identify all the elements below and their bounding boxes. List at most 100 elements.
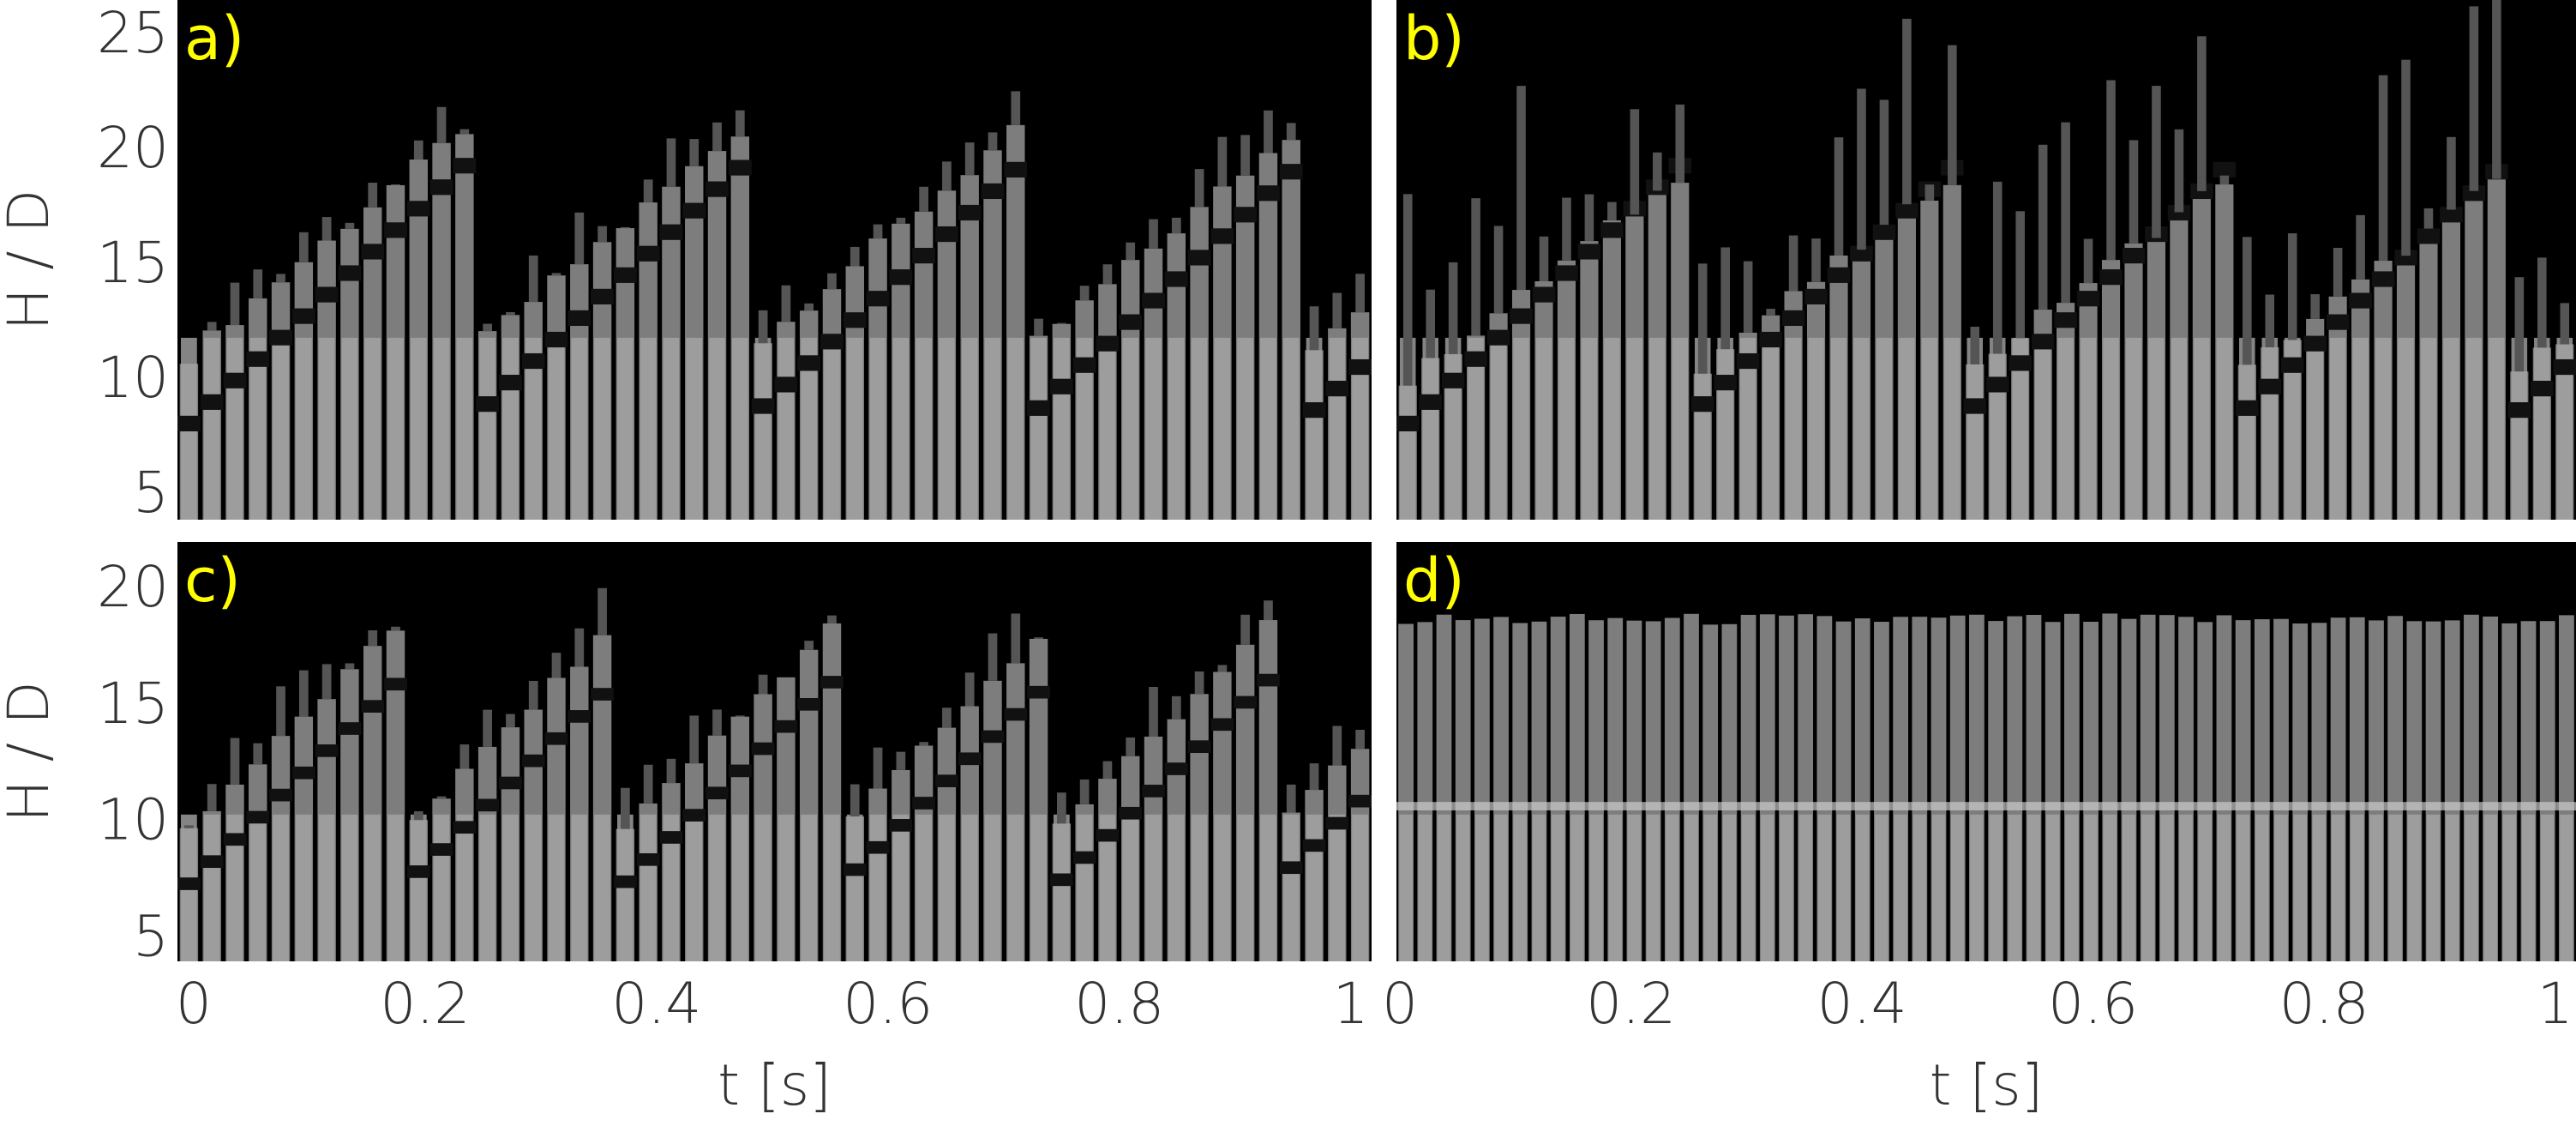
texture-lower [731,814,748,961]
panel [1396,542,2576,961]
texture-spray [1194,671,1204,695]
texture-band [2100,802,2120,810]
texture-lower [1214,814,1231,961]
texture-gap [659,224,683,240]
texture-spray [1217,136,1228,187]
texture-lower [1875,814,1888,961]
x-tick-label: 0.2 [380,971,470,1037]
texture-band [1606,802,1625,810]
texture-spray [804,303,814,311]
texture-spray [2333,247,2343,297]
texture-spray [413,811,423,821]
x-tick-label: 0 [176,971,212,1037]
texture-lower [2198,814,2212,961]
texture-lower [410,337,427,520]
texture-lower [1145,337,1162,520]
texture-spray [276,686,285,737]
texture-spray [276,274,285,283]
texture-spray [391,626,400,631]
texture-lower [709,337,725,520]
texture-lower [1007,337,1024,520]
texture-lower [341,814,358,961]
texture-band [1910,802,1930,810]
texture-gap [1257,673,1280,687]
texture-lower [1306,814,1323,961]
y-tick-label: 10 [97,787,169,853]
texture-spray [1286,784,1296,813]
texture-lower [2217,814,2231,961]
texture-lower [2465,337,2483,520]
texture-spray [1448,262,1458,354]
texture-gap [2099,269,2123,286]
texture-gap [1049,378,1073,394]
texture-gap [935,226,958,243]
texture-lower [1191,814,1208,961]
x-tick-label: 0.8 [2279,971,2369,1037]
texture-band [1415,802,1435,810]
texture-spray [253,269,263,298]
texture-spray [2015,211,2025,339]
texture-gap [1827,267,1851,283]
texture-band [2081,802,2101,810]
texture-lower [892,337,910,520]
texture-lower [1437,814,1451,961]
texture-lower [1722,814,1737,961]
texture-band [2423,802,2443,810]
texture-spray [689,715,700,764]
texture-lower [2057,337,2074,520]
texture-band [1757,802,1777,810]
texture-lower [2103,337,2119,520]
texture-band [2500,802,2519,810]
texture-lower [2465,814,2478,961]
texture-gap [1759,331,1782,348]
texture-spray [597,226,607,243]
texture-spray [1240,135,1251,176]
texture-spray [368,183,378,208]
texture-spray [436,106,447,143]
texture-spray [621,787,630,829]
texture-spray [597,587,607,635]
texture-gap [1119,314,1143,330]
texture-gap [1325,381,1349,397]
x-tick-label: 0.2 [1586,971,1676,1037]
texture-lower [2398,337,2414,520]
texture-lower [1627,814,1642,961]
texture-gap [1736,352,1760,370]
texture-lower [2141,814,2155,961]
texture-spray [298,670,309,717]
panel [177,0,1372,521]
texture-spray [483,709,493,747]
texture-gap [591,688,614,701]
texture-band [2347,802,2367,810]
texture-lower [2331,814,2345,961]
texture-gap [453,158,477,174]
texture-gap [981,730,1005,744]
texture-band [2366,802,2387,810]
texture-lower [1282,814,1300,961]
texture-gap [636,245,660,262]
texture-lower [639,814,657,961]
texture-lower [1694,337,1711,520]
texture-lower [1282,337,1300,520]
x-tick-label: 1 [1333,971,1369,1037]
texture-lower [2351,814,2364,961]
texture-band [2271,802,2291,810]
texture-spray [459,129,470,135]
y-tick-label: 10 [97,345,169,411]
texture-spray [1402,194,1413,386]
texture-lower [1099,814,1116,961]
texture-spray [1992,181,2003,354]
texture-lower [2489,337,2505,520]
texture-lower [824,814,840,961]
texture-gap [269,329,292,346]
texture-lower [1762,337,1779,520]
texture-band [1453,802,1473,810]
texture-spray [230,738,240,785]
texture-gap [177,415,201,431]
texture-gap [935,774,958,787]
texture-lower [754,337,772,520]
texture-lower [2443,337,2459,520]
texture-gap [315,286,339,303]
texture-band [1948,802,1967,810]
texture-spray [1056,322,1066,324]
